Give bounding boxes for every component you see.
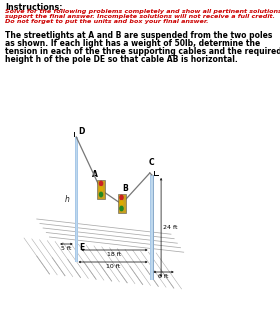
- Bar: [150, 175, 154, 280]
- Circle shape: [99, 192, 102, 197]
- Text: h: h: [64, 195, 69, 204]
- Text: 18 ft: 18 ft: [107, 252, 122, 257]
- Text: support the final answer. Incomplete solutions will not receive a full credit.: support the final answer. Incomplete sol…: [5, 14, 275, 19]
- Text: height h of the pole DE so that cable AB is horizontal.: height h of the pole DE so that cable AB…: [5, 55, 238, 64]
- Text: tension in each of the three supporting cables and the required: tension in each of the three supporting …: [5, 47, 280, 56]
- Text: B: B: [122, 184, 128, 193]
- Text: The streetlights at A and B are suspended from the two poles: The streetlights at A and B are suspende…: [5, 31, 272, 40]
- Text: D: D: [78, 127, 85, 136]
- Circle shape: [120, 201, 123, 205]
- Text: A: A: [92, 170, 98, 179]
- Bar: [118, 194, 126, 213]
- Text: 24 ft: 24 ft: [163, 225, 178, 230]
- Text: Instructions:: Instructions:: [5, 3, 62, 12]
- Text: as shown. If each light has a weight of 50lb, determine the: as shown. If each light has a weight of …: [5, 39, 260, 48]
- Circle shape: [120, 195, 123, 200]
- Bar: [75, 137, 78, 262]
- Bar: [76, 137, 77, 262]
- Circle shape: [99, 181, 102, 186]
- Circle shape: [120, 206, 123, 211]
- Circle shape: [99, 187, 102, 191]
- Bar: [97, 180, 105, 199]
- Text: Do not forget to put the units and box your final answer.: Do not forget to put the units and box y…: [5, 19, 208, 24]
- Bar: [153, 175, 154, 280]
- Text: 10 ft: 10 ft: [106, 264, 120, 269]
- Text: 5 ft: 5 ft: [61, 246, 72, 251]
- Text: E: E: [79, 243, 84, 252]
- Text: C: C: [148, 158, 154, 167]
- Bar: [151, 175, 153, 280]
- Text: 6 ft: 6 ft: [158, 274, 169, 279]
- Text: Solve for the following problems completely and show all pertinent solutions tha: Solve for the following problems complet…: [5, 9, 280, 14]
